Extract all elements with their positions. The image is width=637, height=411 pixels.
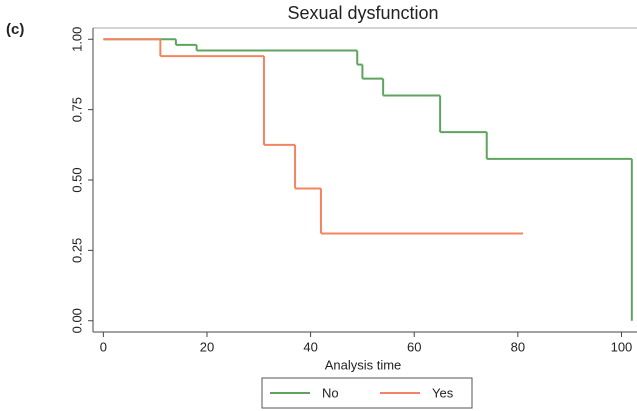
x-tick-label: 60 — [407, 339, 421, 354]
y-tick-label: 0.50 — [69, 167, 84, 192]
y-tick-label: 0.25 — [69, 238, 84, 263]
x-tick-label: 80 — [511, 339, 525, 354]
y-tick-label: 0.75 — [69, 97, 84, 122]
panel-label: (c) — [6, 21, 24, 38]
x-tick-label: 40 — [303, 339, 317, 354]
y-tick-label: 0.00 — [69, 308, 84, 333]
x-axis-label: Analysis time — [325, 357, 402, 372]
x-tick-label: 100 — [611, 339, 633, 354]
x-tick-label: 0 — [100, 339, 107, 354]
legend-label: No — [322, 385, 339, 400]
chart-title: Sexual dysfunction — [287, 3, 438, 23]
legend-label: Yes — [432, 385, 454, 400]
x-tick-label: 20 — [200, 339, 214, 354]
y-tick-label: 1.00 — [69, 27, 84, 52]
legend-box — [261, 377, 473, 409]
